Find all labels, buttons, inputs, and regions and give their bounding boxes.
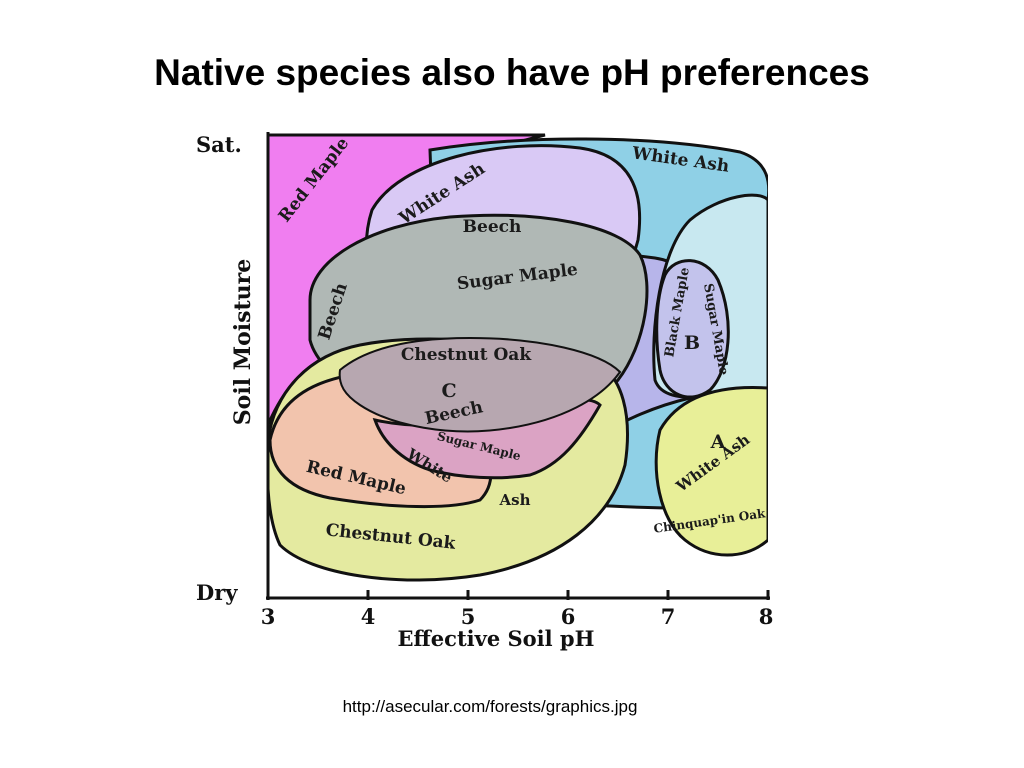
slide-title: Native species also have pH preferences (154, 52, 870, 93)
c-core-region (338, 336, 622, 433)
label-group-b: B (684, 332, 700, 354)
y-bottom-label: Dry (196, 580, 238, 605)
source-url: http://asecular.com/forests/graphics.jpg (342, 697, 638, 716)
x-tick-label-8: 8 (759, 604, 774, 629)
label-chestnut-oak-mid: Chestnut Oak (401, 345, 532, 365)
x-tick-label-4: 4 (361, 604, 376, 629)
x-tick-label-6: 6 (561, 604, 576, 629)
label-beech-top: Beech (463, 217, 522, 237)
x-axis-label: Effective Soil pH (398, 626, 595, 651)
a-region (654, 386, 768, 557)
species-regions (268, 133, 768, 582)
label-group-a: A (710, 431, 726, 453)
label-ash-low: Ash (499, 491, 531, 509)
y-axis-label: Soil Moisture (230, 259, 256, 425)
x-tick-label-7: 7 (661, 604, 676, 629)
species-ph-diagram: Sat. Dry Soil Moisture 3 4 5 6 7 8 Effec… (196, 132, 774, 651)
label-group-c: C (441, 380, 456, 402)
b-inner-region (655, 259, 730, 399)
x-tick-label-3: 3 (261, 604, 276, 629)
x-tick-label-5: 5 (461, 604, 476, 629)
y-top-label: Sat. (196, 132, 242, 157)
